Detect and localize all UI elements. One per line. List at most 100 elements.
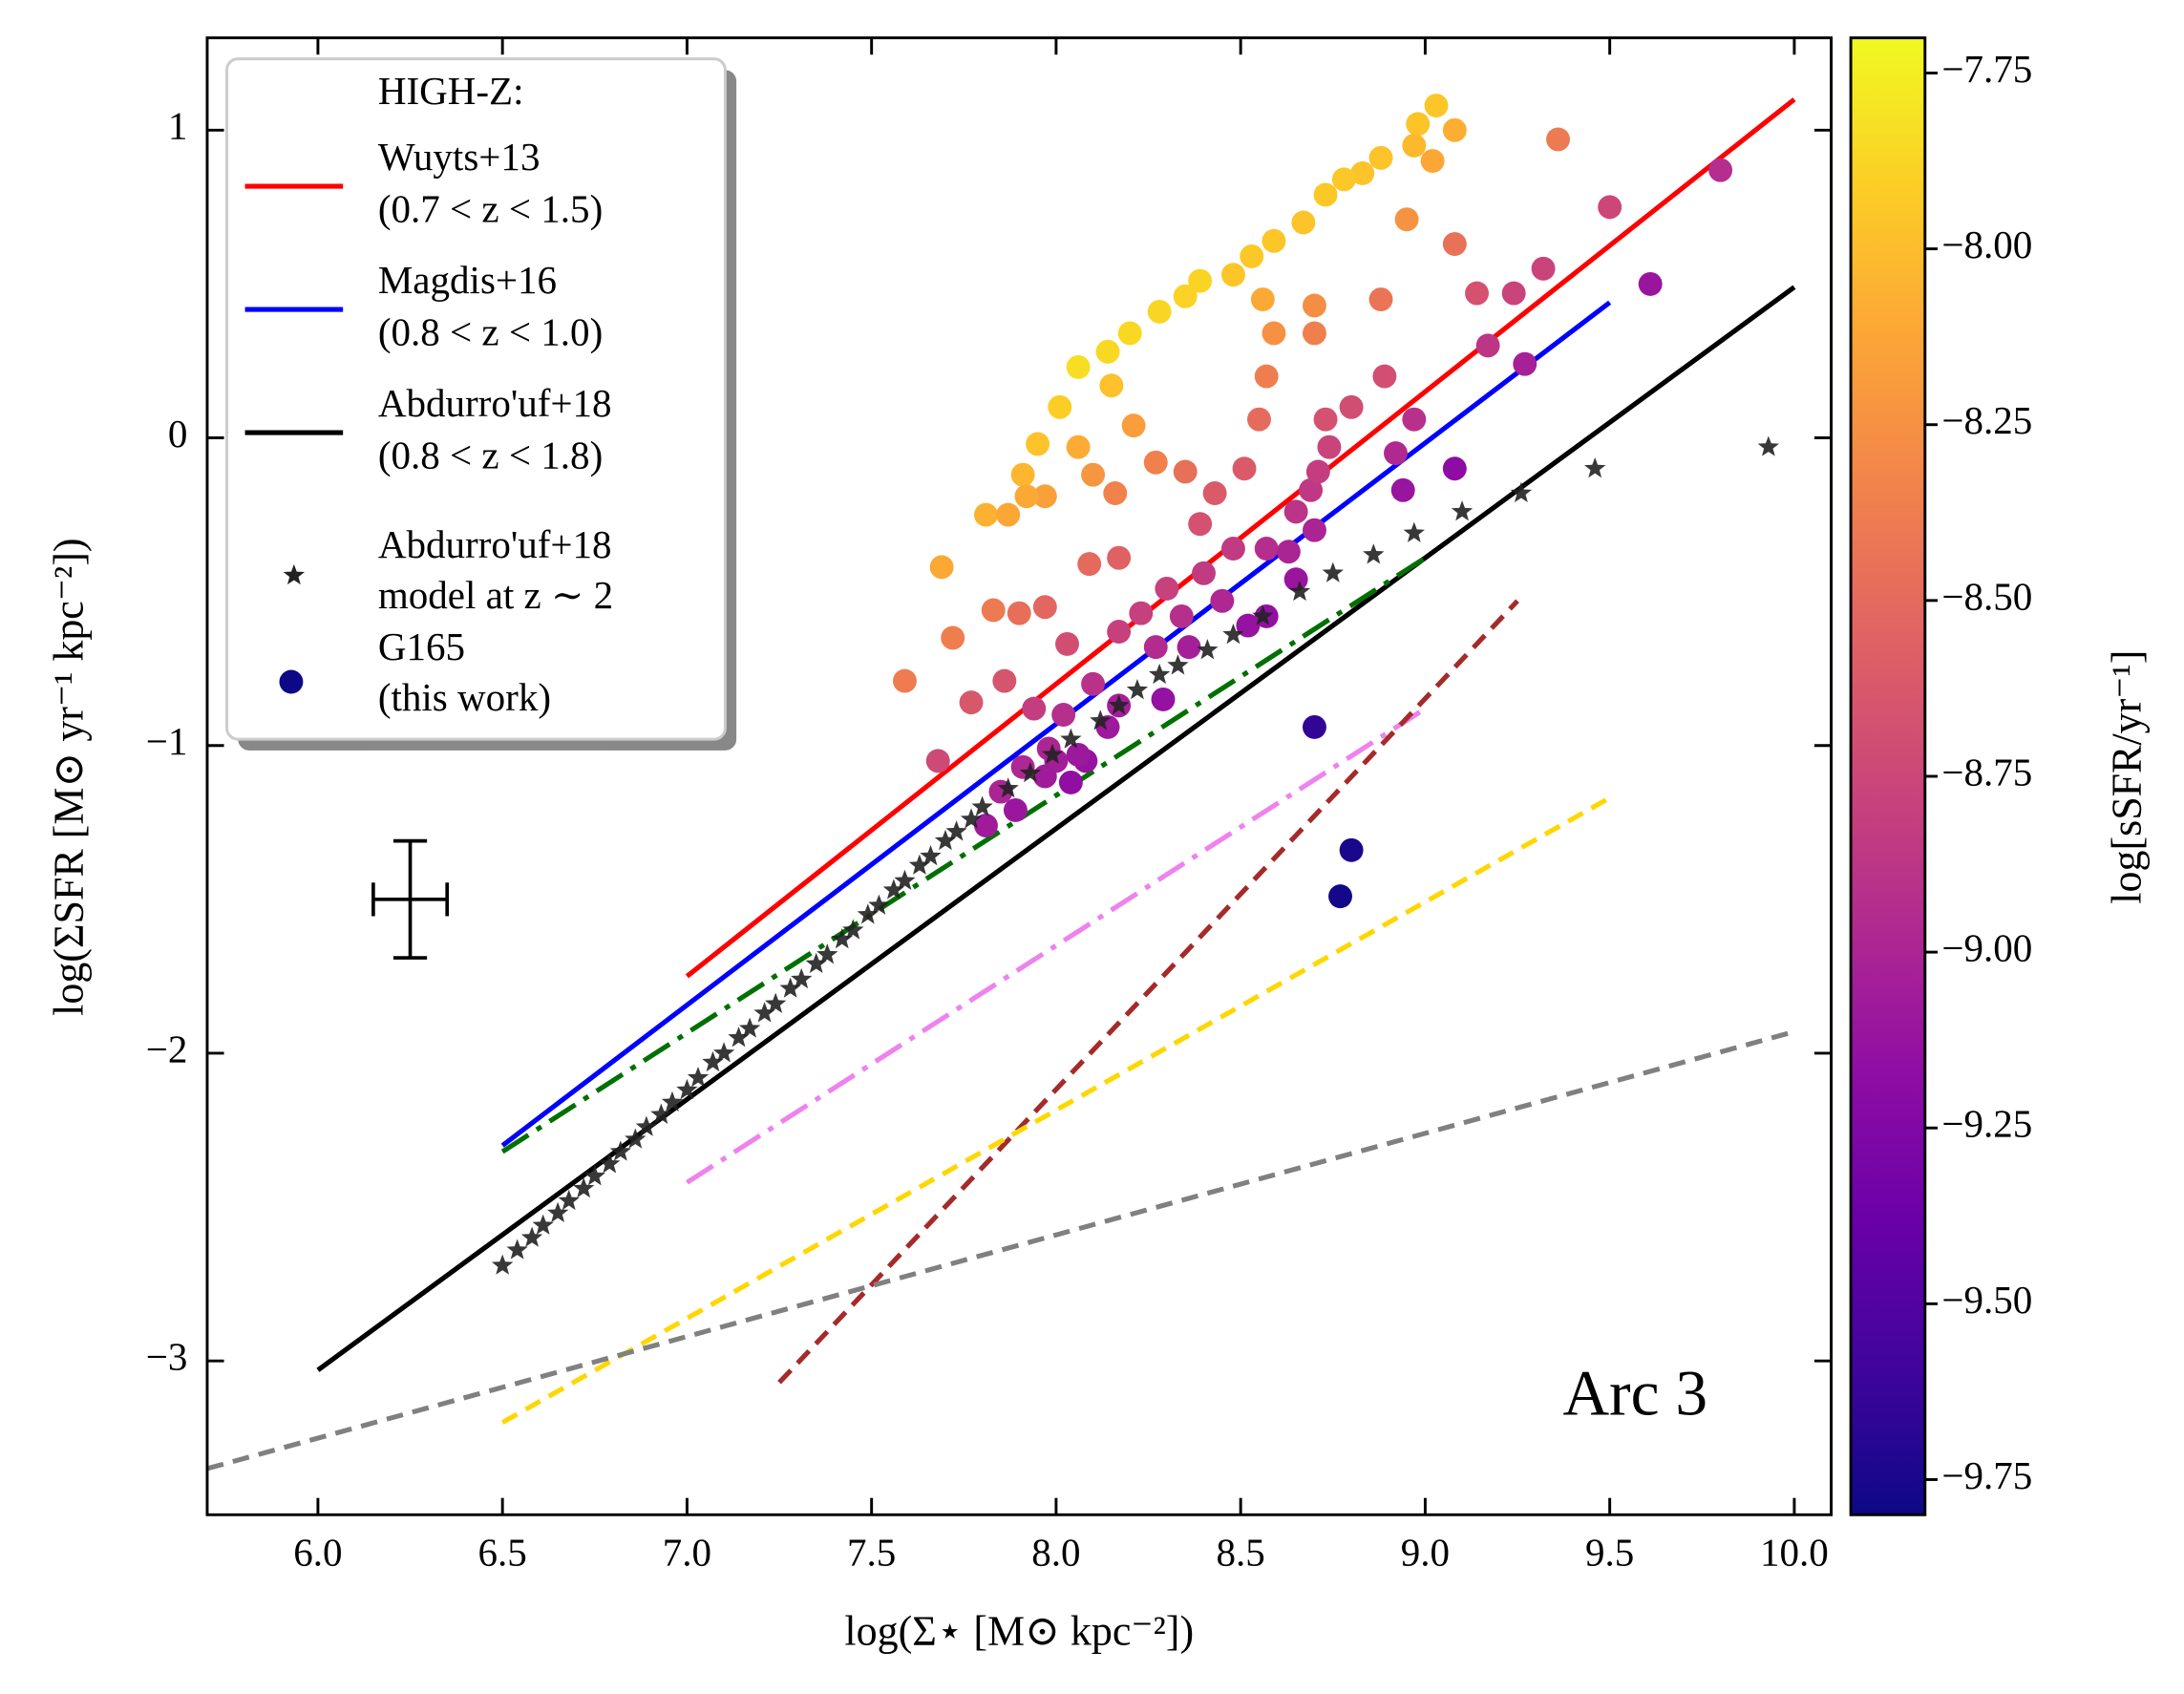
data-point xyxy=(1475,333,1500,358)
data-point xyxy=(1032,595,1057,620)
legend-label: G165 xyxy=(378,625,465,668)
data-point xyxy=(1107,545,1132,570)
model-star xyxy=(609,1140,632,1161)
data-point xyxy=(1262,228,1286,253)
data-point xyxy=(1406,112,1431,137)
legend-label: (0.8 < z < 1.0) xyxy=(378,309,603,353)
model-star xyxy=(520,1226,543,1247)
model-star xyxy=(971,795,993,816)
model-star xyxy=(532,1214,554,1235)
x-tick-label: 9.0 xyxy=(1401,1531,1450,1575)
data-point xyxy=(1442,232,1467,256)
legend-box xyxy=(225,57,727,741)
model-star xyxy=(1167,654,1189,675)
legend-label: model at z ∼ 2 xyxy=(378,573,613,617)
x-tick-label: 10.0 xyxy=(1760,1531,1829,1575)
data-point xyxy=(1368,287,1393,311)
fit-line xyxy=(685,97,1796,979)
data-point xyxy=(1010,462,1035,487)
data-point xyxy=(1638,271,1663,296)
model-star xyxy=(1288,580,1311,602)
data-point xyxy=(1007,601,1031,625)
model-star xyxy=(753,1002,775,1023)
data-point xyxy=(1313,407,1338,432)
data-point xyxy=(1077,552,1102,577)
data-point xyxy=(1291,210,1316,235)
data-point xyxy=(1546,127,1571,152)
model-star xyxy=(1403,521,1425,542)
data-point xyxy=(1313,182,1338,207)
data-point xyxy=(1350,160,1375,185)
data-point xyxy=(1210,588,1235,613)
data-point xyxy=(1402,407,1427,432)
data-point xyxy=(1048,394,1072,419)
data-point xyxy=(1220,263,1245,287)
data-point xyxy=(1202,481,1227,505)
annotation: Arc 3 xyxy=(1562,1358,1707,1429)
data-point xyxy=(1022,696,1047,721)
model-star xyxy=(583,1165,605,1186)
model-star xyxy=(687,1067,710,1088)
data-point xyxy=(1173,459,1198,484)
legend-label: (0.7 < z < 1.5) xyxy=(378,186,603,230)
model-star xyxy=(1019,762,1042,783)
legend-label: (this work) xyxy=(378,675,551,719)
y-tick-label: −1 xyxy=(146,719,188,763)
model-star xyxy=(831,928,853,949)
data-point xyxy=(1317,434,1342,459)
model-star xyxy=(779,977,801,998)
y-tick-label: −3 xyxy=(146,1335,188,1379)
data-point xyxy=(992,668,1017,693)
data-point xyxy=(1066,742,1091,767)
model-star xyxy=(1252,604,1274,625)
model-star xyxy=(1222,624,1244,645)
x-tick-label: 7.5 xyxy=(847,1531,896,1575)
data-point xyxy=(1303,518,1326,542)
model-star xyxy=(1148,663,1171,685)
data-point xyxy=(1424,94,1449,117)
data-point xyxy=(1026,432,1050,456)
colorbar xyxy=(1849,36,1927,1516)
x-tick-label: 7.0 xyxy=(663,1531,711,1575)
data-point xyxy=(1151,687,1176,711)
data-point xyxy=(1051,703,1076,727)
data-point xyxy=(1099,373,1124,398)
model-star xyxy=(1108,694,1130,715)
legend-swatch xyxy=(279,669,304,694)
data-point xyxy=(1014,484,1039,509)
y-tick-label: −2 xyxy=(146,1027,188,1070)
data-point xyxy=(1058,770,1083,794)
model-star xyxy=(1451,500,1474,521)
data-point xyxy=(981,598,1006,623)
data-point xyxy=(1420,149,1445,173)
data-point xyxy=(1384,441,1408,466)
legend-swatch xyxy=(283,563,306,585)
legend-label: Abdurro'uf+18 xyxy=(378,381,612,425)
data-point xyxy=(1339,837,1364,862)
model-star xyxy=(868,894,890,915)
colorbar-tick-label: −9.50 xyxy=(1941,1278,2032,1322)
model-star xyxy=(1126,679,1149,700)
model-star xyxy=(945,820,967,841)
data-point xyxy=(892,668,917,693)
data-point xyxy=(1143,635,1168,660)
model-star xyxy=(702,1050,724,1072)
x-tick-label: 6.0 xyxy=(293,1531,342,1575)
data-point xyxy=(1103,481,1128,505)
plot-frame xyxy=(205,36,1834,1516)
data-point xyxy=(1254,364,1279,389)
data-point xyxy=(959,690,984,715)
data-point xyxy=(1143,450,1168,475)
colorbar-tick-label: −8.25 xyxy=(1941,398,2032,442)
colorbar-tick-label: −8.50 xyxy=(1941,574,2032,618)
fit-line xyxy=(206,1028,1795,1472)
data-point xyxy=(1247,407,1271,432)
y-tick-label: 1 xyxy=(168,104,188,148)
legend-label: Magdis+16 xyxy=(378,258,557,302)
data-point xyxy=(1155,576,1179,601)
model-star xyxy=(857,903,879,924)
model-star xyxy=(816,943,838,964)
data-point xyxy=(1501,281,1526,306)
data-point xyxy=(1372,364,1397,389)
data-point xyxy=(974,502,998,527)
